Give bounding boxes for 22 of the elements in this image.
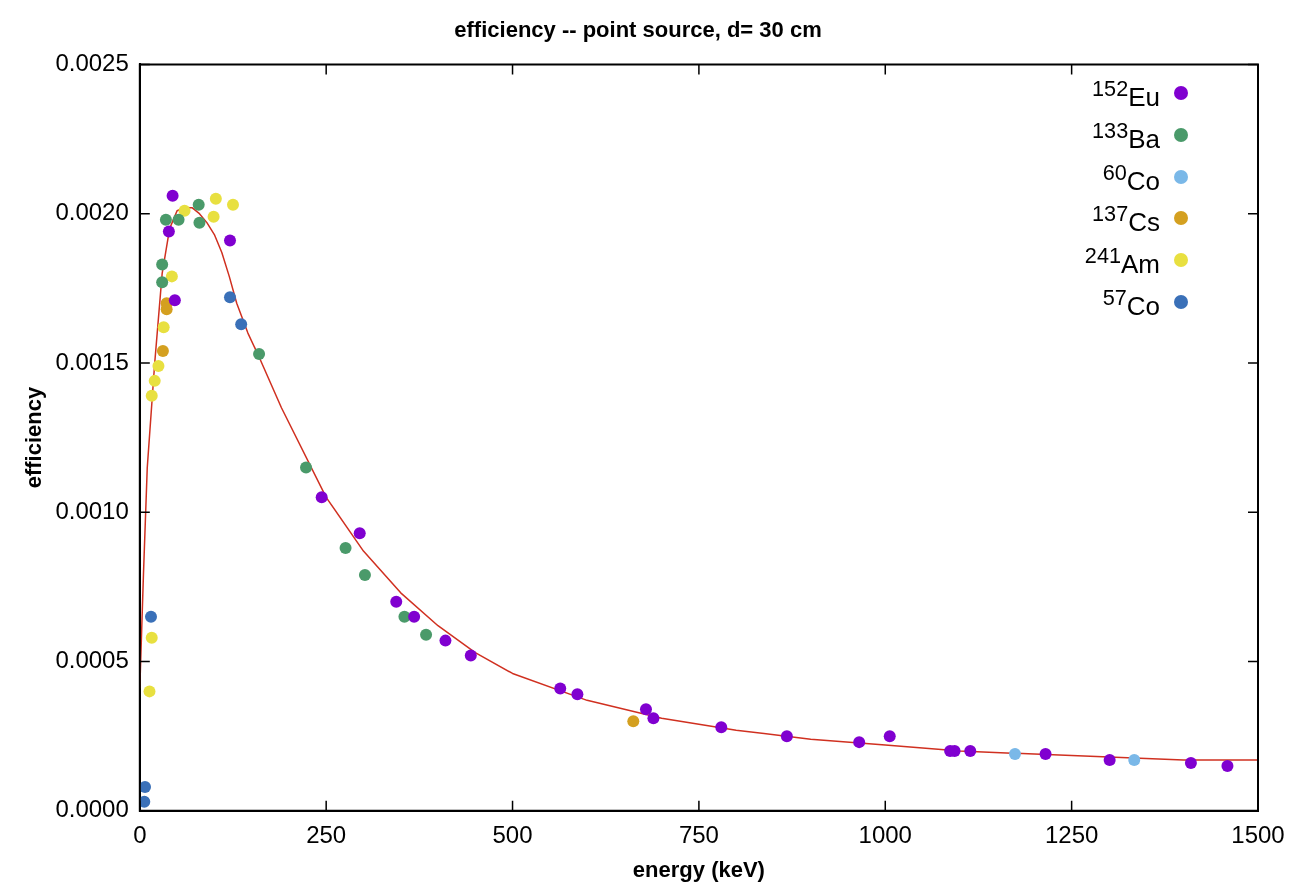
legend-label: $^{137}$Cs [1092, 200, 1160, 239]
chart-title: efficiency -- point source, d= 30 cm [454, 17, 822, 43]
y-tick-label: 0.0010 [55, 496, 129, 524]
legend-label: $^{57}$Co [1102, 283, 1160, 323]
x-tick-label: 1250 [1044, 820, 1099, 848]
x-tick-label: 1500 [1231, 820, 1285, 848]
legend-label: $^{152}$Eu [1092, 75, 1160, 115]
x-tick-label: 500 [492, 820, 533, 848]
x-tick-label: 0 [133, 820, 147, 848]
legend-label: $^{133}$Ba [1092, 117, 1160, 156]
y-tick-label: 0.0005 [55, 646, 129, 674]
x-tick-label: 1000 [858, 820, 912, 848]
x-axis-title: energy (keV) [632, 856, 765, 882]
y-tick-label: 0.0025 [55, 49, 129, 77]
legend-label: $^{60}$Co [1102, 158, 1160, 198]
x-tick-label: 250 [306, 820, 347, 848]
y-tick-label: 0.0020 [55, 198, 129, 226]
y-tick-label: 0.0000 [55, 795, 129, 823]
y-axis-title: efficiency [21, 386, 47, 489]
legend-label: $^{241}$Am [1084, 242, 1160, 281]
y-tick-label: 0.0015 [55, 347, 129, 375]
x-tick-label: 750 [678, 820, 719, 848]
